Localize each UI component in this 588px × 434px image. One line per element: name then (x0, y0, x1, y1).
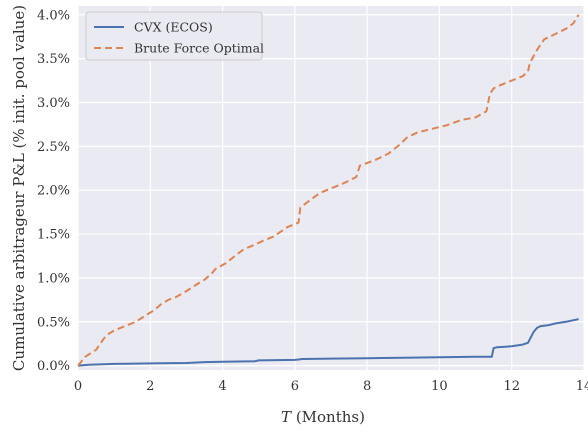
x-axis-label-symbol: T (281, 408, 292, 426)
y-tick-label: 4.0% (37, 8, 70, 23)
y-tick-label: 3.5% (37, 52, 70, 67)
y-axis-ticks: 0.0% 0.5% 1.0% 1.5% 2.0% 2.5% 3.0% 3.5% 4.0% (37, 8, 70, 374)
legend: CVX (ECOS) Brute Force Optimal (85, 11, 264, 61)
y-tick-label: 1.5% (37, 228, 70, 243)
x-tick-label: 6 (291, 379, 299, 394)
y-axis-label: Cumulative arbitrageur P&L (% init. pool… (10, 5, 28, 371)
x-axis-label: T (Months) (281, 408, 365, 426)
x-tick-label: 8 (363, 379, 371, 394)
legend-label: Brute Force Optimal (134, 41, 264, 56)
series-line-cvx-ecos (77, 318, 579, 367)
x-tick-label: 14 (576, 379, 588, 394)
y-tick-label: 2.0% (37, 184, 70, 199)
legend-box (85, 11, 263, 61)
x-axis-label-unit: (Months) (291, 408, 365, 426)
y-tick-label: 3.0% (37, 96, 70, 111)
x-tick-label: 10 (431, 379, 448, 394)
x-tick-label: 12 (503, 379, 520, 394)
y-tick-label: 0.0% (37, 359, 70, 374)
grid-lines (77, 6, 585, 370)
x-axis-ticks: 0 2 4 6 8 10 12 14 (74, 379, 588, 394)
x-tick-label: 4 (218, 379, 226, 394)
y-tick-label: 0.5% (37, 315, 70, 330)
series-line-brute-force-optimal (77, 14, 580, 367)
plot-background (78, 6, 584, 370)
x-tick-label: 2 (146, 379, 154, 394)
legend-label: CVX (ECOS) (134, 20, 213, 35)
x-tick-label: 0 (74, 379, 82, 394)
y-tick-label: 2.5% (37, 140, 70, 155)
series-lines (77, 14, 580, 367)
y-tick-label: 1.0% (37, 271, 70, 286)
